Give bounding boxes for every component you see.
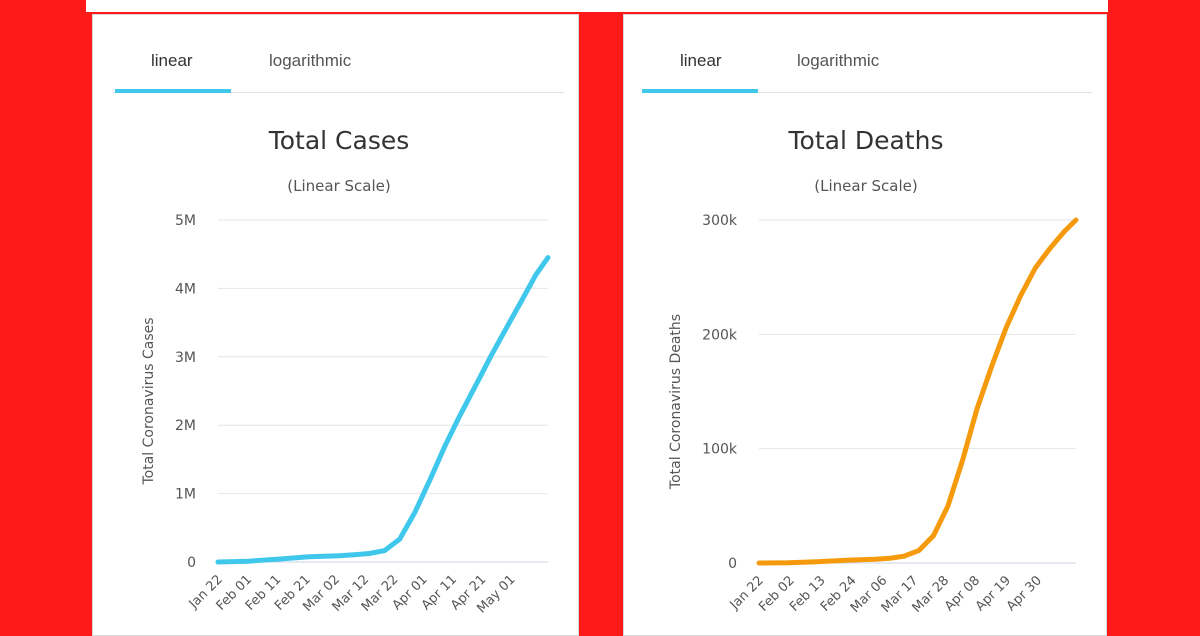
y-tick-label: 100k [702,442,738,458]
chart-title: Total Deaths [788,126,944,155]
y-tick-label: 4M [175,281,196,297]
total-deaths-panel: linear logarithmic Total Deaths (Linear S… [623,14,1107,636]
tab-active-underline [115,89,231,93]
series-line [215,255,551,565]
y-tick-label: 0 [187,555,196,571]
y-tick-label: 200k [702,327,738,343]
y-axis-label: Total Coronavirus Cases [141,317,157,485]
chart-subtitle: (Linear Scale) [287,177,390,195]
tab-logarithmic[interactable]: logarithmic [269,51,352,70]
y-tick-label: 1M [175,487,196,503]
y-tick-label: 2M [175,418,196,434]
tab-linear[interactable]: linear [680,51,722,70]
total-deaths-chart: Total Deaths (Linear Scale) 0 100k 200k 300k T… [668,126,1079,616]
chart-title: Total Cases [268,126,410,155]
total-cases-panel: linear logarithmic Total Cases (Linear Sc… [92,14,579,636]
chart-subtitle: (Linear Scale) [814,177,917,195]
tab-linear[interactable]: linear [151,51,193,70]
tab-logarithmic[interactable]: logarithmic [797,51,880,70]
total-cases-chart: Total Cases (Linear Scale) 0 1M 2M 3M 4M 5M Tota… [141,126,551,616]
x-tick-label: Apr 30 [1004,573,1045,614]
y-tick-label: 0 [728,556,737,572]
y-tick-label: 300k [702,213,738,229]
tab-active-underline [642,89,758,93]
top-banner [86,0,1108,12]
y-tick-label: 5M [175,213,196,229]
scale-tabs: linear logarithmic [113,15,564,93]
y-axis-label: Total Coronavirus Deaths [668,314,684,490]
y-tick-label: 3M [175,350,196,366]
scale-tabs: linear logarithmic [642,15,1092,93]
series-line [756,217,1079,566]
